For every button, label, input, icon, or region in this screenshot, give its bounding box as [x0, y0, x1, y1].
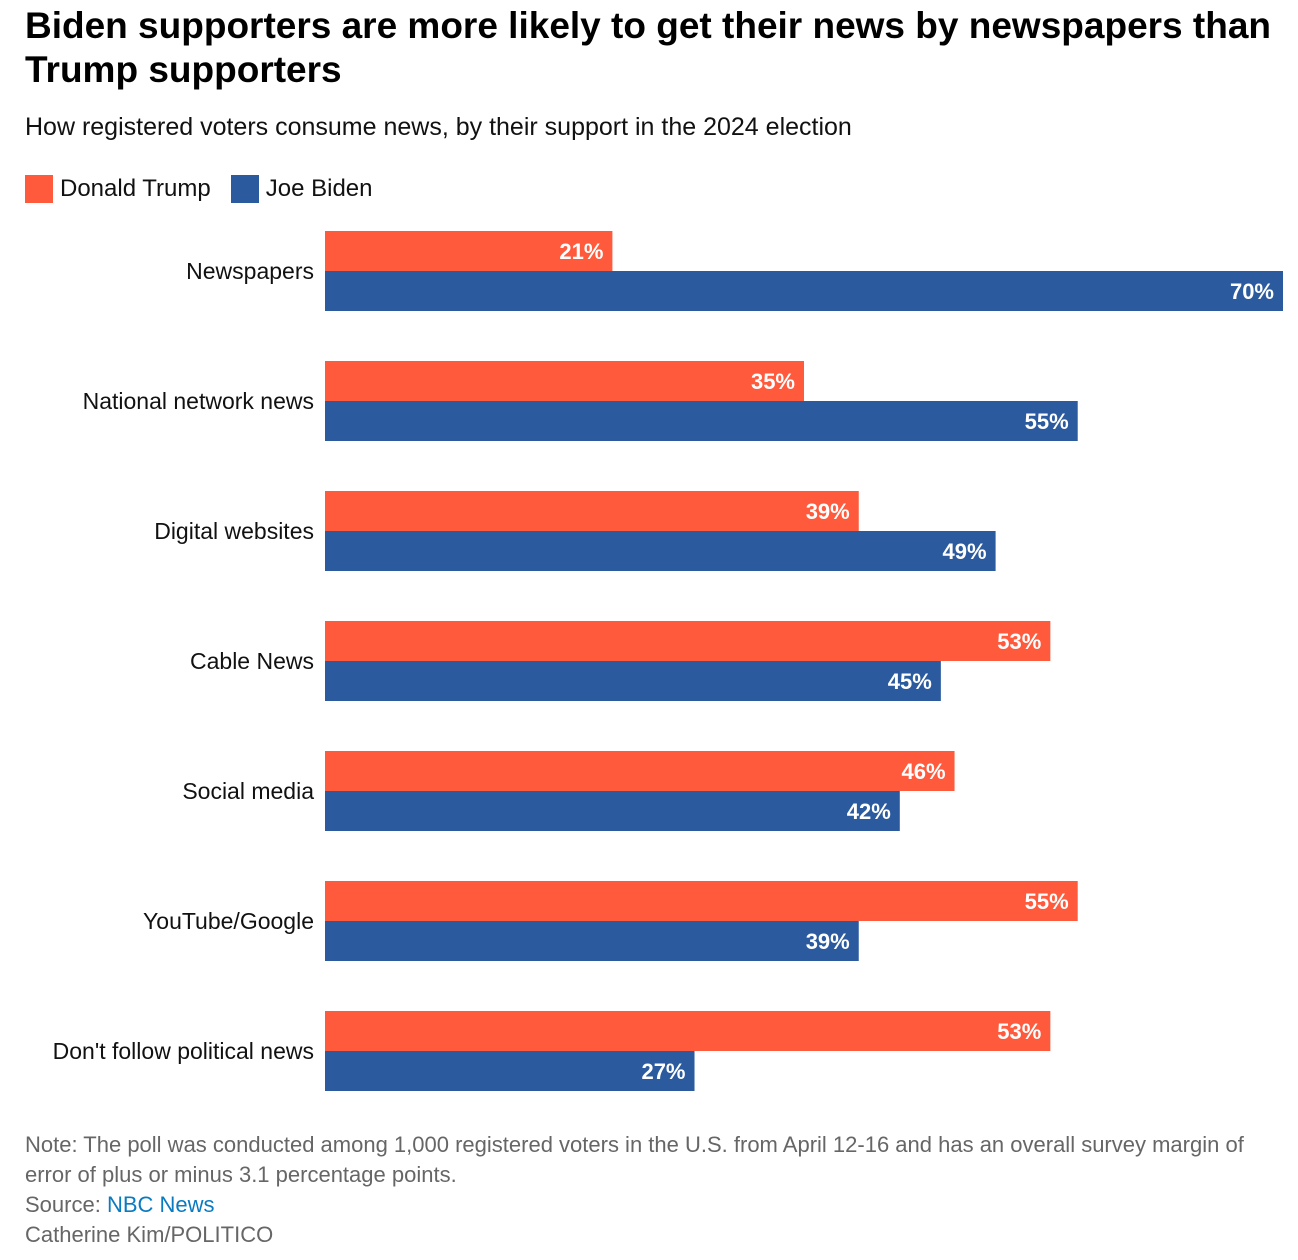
value-label-joe-biden-youtube-google: 39% — [806, 929, 850, 954]
category-label-social-media: Social media — [182, 778, 314, 804]
bar-joe-biden-cable-news — [325, 661, 941, 701]
value-label-joe-biden-cable-news: 45% — [888, 669, 932, 694]
value-label-donald-trump-social-media: 46% — [901, 759, 945, 784]
source-link[interactable]: NBC News — [106, 1192, 215, 1217]
value-label-joe-biden-don-t-follow-political-news: 27% — [641, 1059, 685, 1084]
bar-chart: Newspapers 21% 70% National network news 35%… — [53, 231, 1283, 1091]
value-label-joe-biden-social-media: 42% — [847, 799, 891, 824]
footer: Note: The poll was conducted among 1,000… — [25, 1130, 1275, 1250]
source-prefix: Source: — [25, 1192, 107, 1217]
category-label-cable-news: Cable News — [190, 648, 314, 674]
legend-swatch-trump — [25, 175, 53, 203]
chart-subtitle: How registered voters consume news, by t… — [25, 113, 852, 141]
legend: Donald Trump Joe Biden — [25, 174, 393, 204]
legend-item-biden: Joe Biden — [230, 175, 373, 203]
category-label-youtube-google: YouTube/Google — [143, 908, 314, 934]
bar-donald-trump-don-t-follow-political-news — [325, 1011, 1051, 1051]
legend-item-trump: Donald Trump — [25, 175, 211, 203]
bar-joe-biden-social-media — [325, 791, 900, 831]
bar-joe-biden-youtube-google — [325, 921, 859, 961]
bar-joe-biden-don-t-follow-political-news — [325, 1051, 695, 1091]
category-label-don-t-follow-political-news: Don't follow political news — [53, 1038, 314, 1064]
bar-donald-trump-social-media — [325, 751, 955, 791]
chart-title: Biden supporters are more likely to get … — [25, 5, 1272, 90]
legend-swatch-biden — [230, 175, 259, 203]
bar-donald-trump-digital-websites — [325, 491, 859, 531]
source-line: Source: NBC News — [25, 1190, 1275, 1220]
value-label-joe-biden-national-network-news: 55% — [1025, 409, 1069, 434]
value-label-donald-trump-youtube-google: 55% — [1025, 889, 1069, 914]
category-label-newspapers: Newspapers — [186, 258, 314, 284]
bar-donald-trump-cable-news — [325, 621, 1051, 661]
credit: Catherine Kim/POLITICO — [25, 1222, 274, 1247]
footnote: Note: The poll was conducted among 1,000… — [25, 1132, 1244, 1187]
bar-donald-trump-newspapers — [325, 231, 613, 271]
bar-joe-biden-national-network-news — [325, 401, 1078, 441]
bar-donald-trump-youtube-google — [325, 881, 1078, 921]
value-label-joe-biden-digital-websites: 49% — [943, 539, 987, 564]
bar-joe-biden-newspapers — [325, 271, 1283, 311]
value-label-donald-trump-digital-websites: 39% — [806, 499, 850, 524]
legend-label-biden: Joe Biden — [265, 175, 373, 202]
bar-donald-trump-national-network-news — [325, 361, 804, 401]
legend-label-trump: Donald Trump — [60, 175, 211, 202]
value-label-donald-trump-cable-news: 53% — [997, 629, 1041, 654]
value-label-donald-trump-don-t-follow-political-news: 53% — [997, 1019, 1041, 1044]
category-label-digital-websites: Digital websites — [154, 518, 314, 544]
category-label-national-network-news: National network news — [83, 388, 314, 414]
value-label-donald-trump-newspapers: 21% — [559, 239, 603, 264]
bar-joe-biden-digital-websites — [325, 531, 996, 571]
value-label-donald-trump-national-network-news: 35% — [751, 369, 795, 394]
value-label-joe-biden-newspapers: 70% — [1230, 279, 1274, 304]
